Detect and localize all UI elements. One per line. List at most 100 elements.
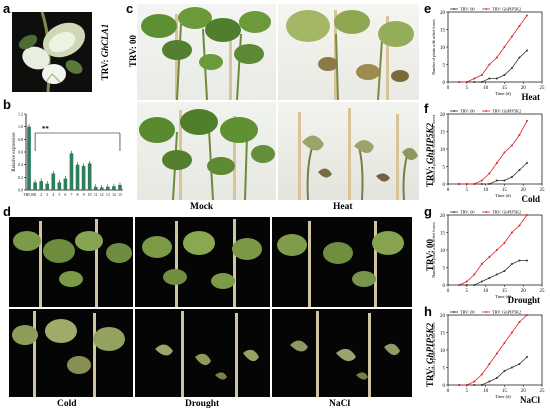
panel-e-ytick-label-1: 5 <box>443 63 446 68</box>
panel-c-photo-mock-silenced <box>137 102 276 200</box>
panel-b-xtick-label-6: 6 <box>65 193 67 197</box>
panel-f-xtick-label-5: 25 <box>540 188 546 193</box>
panel-b-bar-8 <box>75 164 80 190</box>
panel-g-xtick-label-1: 5 <box>466 289 469 294</box>
panel-h-plot-frame <box>447 314 543 386</box>
panel-h-ytick-label-1: 5 <box>443 366 446 371</box>
panel-b-xtick-label-13: 13 <box>106 193 110 197</box>
panel-b-bar-13 <box>106 186 110 190</box>
panel-g-series-0-point-9 <box>525 259 528 262</box>
panel-e-series-1-point-2 <box>473 77 476 80</box>
panel-b-significance: ** <box>42 125 50 133</box>
panel-f-series-line-1 <box>459 120 528 185</box>
panel-h-series-0-point-8 <box>518 363 521 365</box>
panel-h-legend-label-1: TRV: GhPIP5K2 <box>492 310 521 315</box>
panel-h-series-0-point-3 <box>480 384 483 386</box>
panel-e-xlabel: Time (d) <box>495 91 511 96</box>
panel-e-ytick-label-0: 0 <box>443 81 446 86</box>
panel-b-xtick-label-0: TRV:00 <box>23 193 34 197</box>
panel-h-ytick-label-0: 0 <box>443 384 446 389</box>
panel-d-photo-drought-control <box>135 217 270 307</box>
panel-e-series-1-point-3 <box>480 74 483 76</box>
panel-d-photo-nacl-silenced <box>272 309 412 397</box>
panel-g-series-1-point-0 <box>458 284 461 286</box>
panel-f-xlabel: Time (d) <box>495 193 511 198</box>
panel-h-series-1-point-0 <box>458 384 461 386</box>
panel-d-photo-drought-silenced <box>135 309 270 397</box>
panel-b-xtick-label-2: 2 <box>40 193 42 197</box>
panel-b-bar-7 <box>69 153 74 190</box>
panel-h-series-1-point-3 <box>480 373 483 376</box>
panel-b-bar-4 <box>51 173 56 190</box>
panel-b-xtick-label-7: 7 <box>71 193 73 197</box>
panel-b-xtick-label-14: 14 <box>112 193 116 197</box>
panel-b-bar-9 <box>81 165 86 190</box>
panel-g-xtick-label-5: 25 <box>540 289 546 294</box>
panel-b-bar-10 <box>87 163 92 190</box>
panel-d-caption-drought: Drought <box>185 399 220 409</box>
panel-g-series-1-point-3 <box>480 263 483 265</box>
panel-e-ylabel: Number of plants with wilted leaves <box>432 19 436 75</box>
panel-b-xtick-label-1: 1 <box>34 193 36 197</box>
panel-g-legend-marker-1 <box>485 211 487 213</box>
panel-h-xtick-label-3: 15 <box>502 389 508 394</box>
panel-f-series-0-point-5 <box>495 179 498 182</box>
panel-f-series-0-point-4 <box>488 183 491 185</box>
panel-g-series-line-0 <box>459 260 527 286</box>
panel-e-series-0-point-7 <box>510 67 513 69</box>
panel-h-series-0-point-6 <box>503 370 506 372</box>
panel-h-xlabel: Time (d) <box>495 394 511 399</box>
panel-letter-e: e <box>424 1 432 16</box>
panel-b-bar-15 <box>118 184 122 190</box>
panel-h-ytick-label-2: 10 <box>440 349 446 354</box>
panel-e-series-1-point-0 <box>458 81 461 83</box>
panel-g-legend-marker-0 <box>453 211 455 213</box>
panel-b-bar-14 <box>112 186 116 190</box>
panel-e-legend-marker-1 <box>485 8 487 10</box>
panel-f-legend-label-0: TRV: 00 <box>460 109 475 114</box>
panel-f-xtick-label-3: 15 <box>502 188 508 193</box>
panel-b-xtick-label-9: 9 <box>83 193 85 197</box>
panel-c-caption-mock: Mock <box>190 202 214 212</box>
panel-g-series-1-point-6 <box>503 242 506 244</box>
panel-e-xtick-label-1: 5 <box>466 86 469 91</box>
panel-f-series-1-point-8 <box>518 134 521 136</box>
panel-e-series-0-point-8 <box>518 56 521 59</box>
panel-h-legend-label-0: TRV: 00 <box>460 310 475 315</box>
panel-g-ytick-label-0: 0 <box>443 284 446 289</box>
panel-h-ytick-label-4: 20 <box>440 314 446 319</box>
panel-g-xtick-label-3: 15 <box>502 289 508 294</box>
panel-e-series-line-1 <box>459 15 528 83</box>
panel-h-series-0-point-2 <box>473 384 476 386</box>
panel-b-bar-1 <box>33 182 37 190</box>
panel-h-series-0-point-5 <box>495 377 498 379</box>
panel-b-bar-11 <box>93 186 98 190</box>
panel-f-ytick-label-2: 10 <box>440 148 446 153</box>
panel-b-bar-12 <box>99 187 104 190</box>
panel-h-series-1-point-4 <box>488 363 491 365</box>
panel-g-ylabel: Number of plants with wilted leaves <box>432 222 436 278</box>
panel-g-series-1-point-7 <box>510 231 513 234</box>
panel-h-series-1-point-9 <box>525 314 528 316</box>
panel-e-series-1-point-9 <box>525 14 528 17</box>
panel-b-xtick-label-8: 8 <box>77 193 79 197</box>
panel-letter-b: b <box>3 97 11 112</box>
panel-h-series-line-0 <box>459 356 528 386</box>
panel-g-series-1-point-2 <box>473 273 476 276</box>
panel-f-legend-marker-1 <box>485 110 487 112</box>
panel-e-ytick-label-2: 10 <box>440 46 446 51</box>
panel-e-series-0-point-2 <box>473 81 476 83</box>
panel-b-ytick-label-1: 0.2 <box>18 175 23 180</box>
panel-g-xlabel: Time (d) <box>495 294 511 299</box>
panel-g-chart: 0 5 10 15 20 25 0 5 10 15 20 Time (d) Number of plan… <box>432 210 546 305</box>
panel-b-xtick-label-3: 3 <box>46 193 48 197</box>
panel-h-condition: NaCl <box>520 395 540 405</box>
panel-f-plot-frame <box>447 113 543 185</box>
panel-g-xtick-label-0: 0 <box>447 289 450 294</box>
panel-f-condition: Cold <box>521 194 540 204</box>
panel-g-ytick-label-1: 5 <box>443 266 446 271</box>
panel-letter-d: d <box>3 204 11 219</box>
panel-g-condition: Drought <box>508 295 540 305</box>
panel-h-series-1-point-8 <box>518 321 521 323</box>
panel-e-legend-label-1: TRV: GhPIP5K2 <box>492 7 521 12</box>
